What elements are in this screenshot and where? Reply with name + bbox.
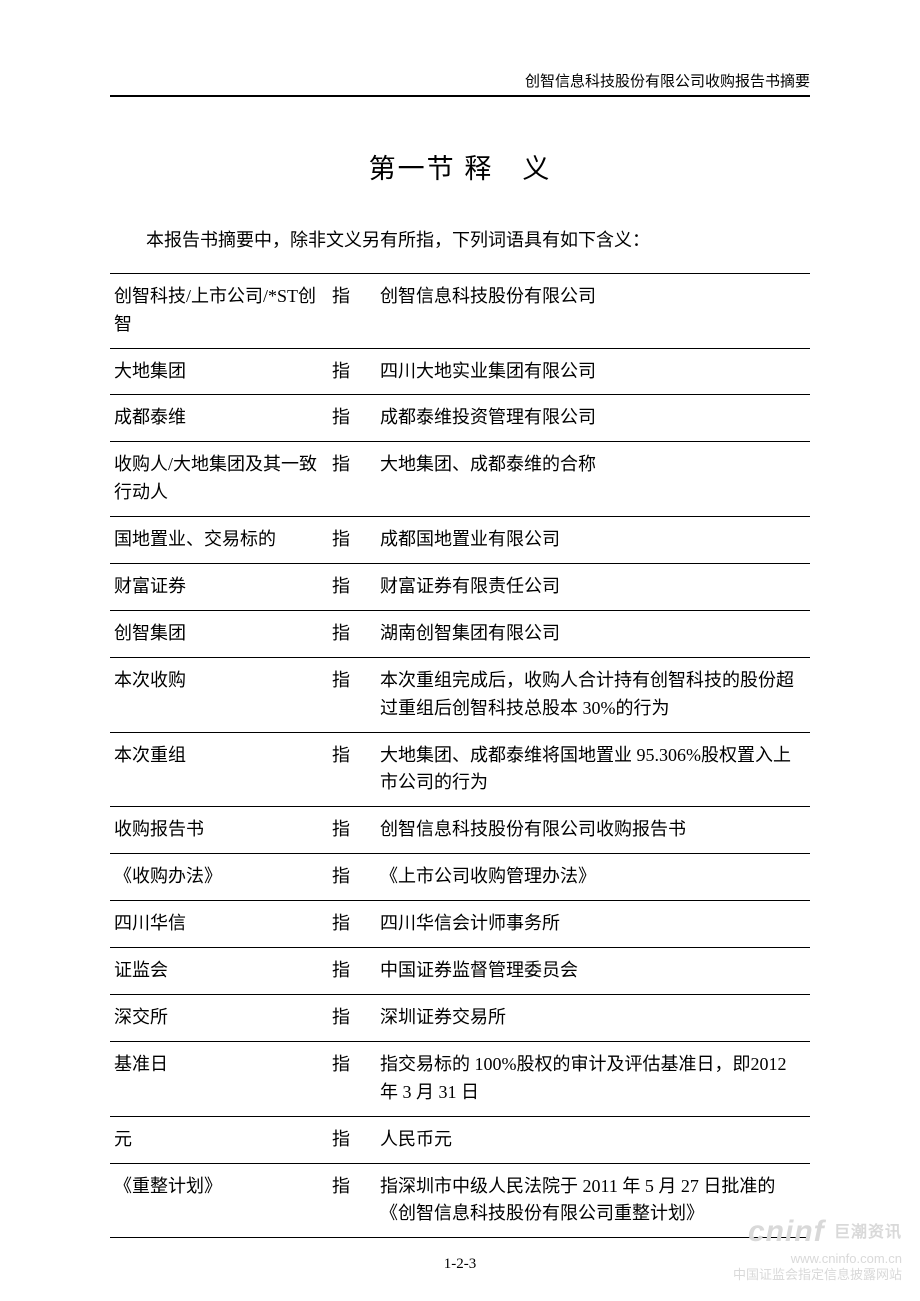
page-number: 1-2-3 <box>110 1256 810 1273</box>
watermark-url: www.cninfo.com.cn <box>733 1251 902 1267</box>
definition-meaning: 指交易标的 100%股权的审计及评估基准日，即2012 年 3 月 31 日 <box>376 1041 810 1116</box>
definition-separator: 指 <box>328 610 376 657</box>
definition-separator: 指 <box>328 442 376 517</box>
definition-meaning: 成都国地置业有限公司 <box>376 517 810 564</box>
definition-separator: 指 <box>328 1116 376 1163</box>
definition-meaning: 大地集团、成都泰维的合称 <box>376 442 810 517</box>
definition-meaning: 财富证券有限责任公司 <box>376 564 810 611</box>
definition-meaning: 创智信息科技股份有限公司 <box>376 273 810 348</box>
definition-separator: 指 <box>328 807 376 854</box>
definition-row: 财富证券指财富证券有限责任公司 <box>110 564 810 611</box>
definition-meaning: 《上市公司收购管理办法》 <box>376 854 810 901</box>
intro-paragraph: 本报告书摘要中，除非文义另有所指，下列词语具有如下含义： <box>110 226 810 255</box>
definition-term: 本次收购 <box>110 657 328 732</box>
definition-row: 创智科技/上市公司/*ST创智指创智信息科技股份有限公司 <box>110 273 810 348</box>
definition-term: 深交所 <box>110 994 328 1041</box>
definition-meaning: 创智信息科技股份有限公司收购报告书 <box>376 807 810 854</box>
watermark: cninf 巨潮资讯 www.cninfo.com.cn 中国证监会指定信息披露… <box>733 1213 902 1283</box>
definition-meaning: 四川华信会计师事务所 <box>376 901 810 948</box>
definition-term: 本次重组 <box>110 732 328 807</box>
definition-term: 《收购办法》 <box>110 854 328 901</box>
definition-meaning: 湖南创智集团有限公司 <box>376 610 810 657</box>
definition-meaning: 人民币元 <box>376 1116 810 1163</box>
definition-term: 收购报告书 <box>110 807 328 854</box>
definition-meaning: 四川大地实业集团有限公司 <box>376 348 810 395</box>
watermark-brand-en: cninf <box>748 1215 825 1248</box>
definition-separator: 指 <box>328 517 376 564</box>
definition-row: 深交所指深圳证券交易所 <box>110 994 810 1041</box>
definition-row: 证监会指中国证券监督管理委员会 <box>110 948 810 995</box>
definition-row: 国地置业、交易标的指成都国地置业有限公司 <box>110 517 810 564</box>
definition-separator: 指 <box>328 657 376 732</box>
definition-separator: 指 <box>328 348 376 395</box>
definition-separator: 指 <box>328 948 376 995</box>
definition-meaning: 深圳证券交易所 <box>376 994 810 1041</box>
definition-row: 成都泰维指成都泰维投资管理有限公司 <box>110 395 810 442</box>
definition-separator: 指 <box>328 273 376 348</box>
definition-row: 本次收购指本次重组完成后，收购人合计持有创智科技的股份超过重组后创智科技总股本 … <box>110 657 810 732</box>
definition-meaning: 大地集团、成都泰维将国地置业 95.306%股权置入上市公司的行为 <box>376 732 810 807</box>
definition-row: 《收购办法》指《上市公司收购管理办法》 <box>110 854 810 901</box>
watermark-brand-cn: 巨潮资讯 <box>834 1224 902 1241</box>
definition-row: 创智集团指湖南创智集团有限公司 <box>110 610 810 657</box>
definition-term: 元 <box>110 1116 328 1163</box>
definition-row: 大地集团指四川大地实业集团有限公司 <box>110 348 810 395</box>
definition-separator: 指 <box>328 1041 376 1116</box>
definition-meaning: 本次重组完成后，收购人合计持有创智科技的股份超过重组后创智科技总股本 30%的行… <box>376 657 810 732</box>
watermark-desc: 中国证监会指定信息披露网站 <box>733 1267 902 1283</box>
definition-term: 成都泰维 <box>110 395 328 442</box>
definition-row: 《重整计划》指指深圳市中级人民法院于 2011 年 5 月 27 日批准的《创智… <box>110 1163 810 1238</box>
definition-term: 基准日 <box>110 1041 328 1116</box>
definition-separator: 指 <box>328 994 376 1041</box>
document-page: 创智信息科技股份有限公司收购报告书摘要 第一节 释 义 本报告书摘要中，除非文义… <box>0 0 920 1273</box>
definition-term: 财富证券 <box>110 564 328 611</box>
definition-separator: 指 <box>328 395 376 442</box>
definition-term: 四川华信 <box>110 901 328 948</box>
definition-term: 收购人/大地集团及其一致行动人 <box>110 442 328 517</box>
definition-term: 创智科技/上市公司/*ST创智 <box>110 273 328 348</box>
definition-row: 本次重组指大地集团、成都泰维将国地置业 95.306%股权置入上市公司的行为 <box>110 732 810 807</box>
page-header-right: 创智信息科技股份有限公司收购报告书摘要 <box>110 70 810 97</box>
definition-separator: 指 <box>328 901 376 948</box>
definition-meaning: 中国证券监督管理委员会 <box>376 948 810 995</box>
definition-row: 元指人民币元 <box>110 1116 810 1163</box>
definition-separator: 指 <box>328 1163 376 1238</box>
definition-row: 基准日指指交易标的 100%股权的审计及评估基准日，即2012 年 3 月 31… <box>110 1041 810 1116</box>
definition-separator: 指 <box>328 732 376 807</box>
definition-row: 收购报告书指创智信息科技股份有限公司收购报告书 <box>110 807 810 854</box>
definition-separator: 指 <box>328 564 376 611</box>
definition-term: 证监会 <box>110 948 328 995</box>
definition-row: 四川华信指四川华信会计师事务所 <box>110 901 810 948</box>
definition-term: 创智集团 <box>110 610 328 657</box>
definition-term: 国地置业、交易标的 <box>110 517 328 564</box>
definition-meaning: 成都泰维投资管理有限公司 <box>376 395 810 442</box>
definition-row: 收购人/大地集团及其一致行动人指大地集团、成都泰维的合称 <box>110 442 810 517</box>
definitions-table: 创智科技/上市公司/*ST创智指创智信息科技股份有限公司大地集团指四川大地实业集… <box>110 273 810 1238</box>
definition-separator: 指 <box>328 854 376 901</box>
section-title: 第一节 释 义 <box>110 147 810 186</box>
definition-term: 《重整计划》 <box>110 1163 328 1238</box>
definition-term: 大地集团 <box>110 348 328 395</box>
watermark-brand: cninf 巨潮资讯 <box>733 1213 902 1251</box>
